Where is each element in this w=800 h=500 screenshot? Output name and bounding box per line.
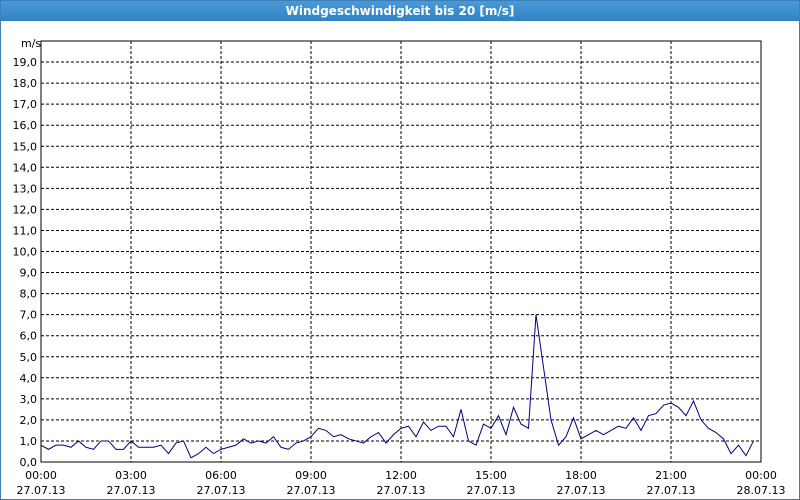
- y-tick-label: 19,0: [13, 56, 38, 69]
- y-tick-label: 15,0: [13, 140, 38, 153]
- x-tick-label: 15:00: [475, 469, 507, 482]
- y-tick-label: 16,0: [13, 119, 38, 132]
- title-bar: Windgeschwindigkeit bis 20 [m/s]: [1, 1, 799, 21]
- y-tick-label: 7,0: [20, 309, 38, 322]
- x-tick-label: 21:00: [655, 469, 687, 482]
- data-line: [40, 314, 754, 459]
- y-tick-label: 4,0: [20, 372, 38, 385]
- plot-frame: [40, 40, 762, 463]
- x-tick-date: 27.07.13: [197, 484, 246, 497]
- x-tick-label: 06:00: [205, 469, 237, 482]
- y-tick-label: 11,0: [13, 224, 38, 237]
- x-tick-date: 27.07.13: [467, 484, 516, 497]
- y-tick-label: 10,0: [13, 246, 38, 259]
- y-tick-label: 1,0: [20, 435, 38, 448]
- y-tick-label: 9,0: [20, 267, 38, 280]
- x-tick-label: 03:00: [115, 469, 147, 482]
- y-tick-label: 14,0: [13, 161, 38, 174]
- y-tick-label: 5,0: [20, 351, 38, 364]
- y-tick-label: 8,0: [20, 288, 38, 301]
- x-tick-label: 12:00: [385, 469, 417, 482]
- x-tick-date: 27.07.13: [107, 484, 156, 497]
- x-tick-date: 27.07.13: [287, 484, 336, 497]
- y-tick-label: 18,0: [13, 77, 38, 90]
- x-tick-label: 18:00: [565, 469, 597, 482]
- x-tick-date: 27.07.13: [647, 484, 696, 497]
- x-tick-date: 27.07.13: [557, 484, 606, 497]
- chart: m/s 0,0 1,0 2,0 3,0 4,0 5,0 6,0 7,0 8,0 9,0 10,0 11…: [13, 37, 786, 497]
- y-axis-label: m/s: [21, 37, 41, 50]
- x-tick-label: 00:00: [745, 469, 777, 482]
- y-tick-label: 6,0: [20, 330, 38, 343]
- y-tick-label: 12,0: [13, 203, 38, 216]
- x-tick-date: 27.07.13: [17, 484, 66, 497]
- x-tick-label: 09:00: [295, 469, 327, 482]
- x-tick-date: 28.07.13: [737, 484, 786, 497]
- y-tick-label: 13,0: [13, 182, 38, 195]
- y-tick-label: 2,0: [20, 414, 38, 427]
- x-tick-label: 00:00: [25, 469, 57, 482]
- y-tick-label: 3,0: [20, 393, 38, 406]
- y-tick-label: 17,0: [13, 98, 38, 111]
- x-tick-date: 27.07.13: [377, 484, 426, 497]
- y-tick-label: 0,0: [20, 456, 38, 469]
